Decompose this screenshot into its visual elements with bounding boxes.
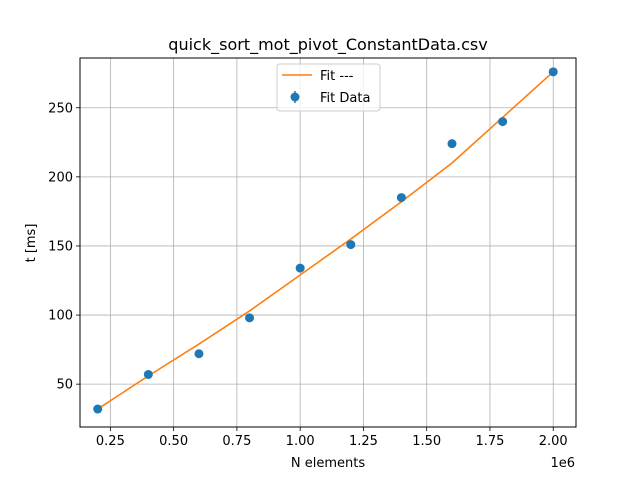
data-point [447,139,457,149]
fit-line-layer [97,71,554,410]
x-tick-label: 2.00 [539,434,568,449]
data-point [548,67,558,77]
y-tick-label: 50 [56,378,73,393]
x-tick-label: 1.50 [412,434,441,449]
data-point [93,404,103,414]
x-tick-label: 1.25 [349,434,378,449]
y-tick-label: 250 [48,101,73,116]
y-tick-label: 100 [48,309,73,324]
x-tick-label: 0.75 [222,434,251,449]
data-point [396,193,406,203]
legend-entry-fit-line: Fit --- [320,69,354,84]
x-tick-label: 1.00 [286,434,315,449]
data-point [194,349,204,359]
data-point [346,240,356,250]
x-offset-label: 1e6 [550,456,575,471]
x-tick-label: 0.25 [96,434,125,449]
legend-entry-fit-data: Fit Data [320,91,370,106]
data-point [295,263,305,273]
legend-fit-data-marker [290,92,300,102]
x-ticks: 0.25 0.50 0.75 1.00 1.25 1.50 1.75 2.00 [96,427,568,449]
points-layer [93,67,558,414]
fit-line [97,71,554,410]
x-axis-label: N elements [291,456,365,471]
y-ticks: 50 100 150 200 250 [48,101,80,393]
data-point [498,117,508,127]
data-point [245,313,255,323]
x-tick-label: 0.50 [159,434,188,449]
y-tick-label: 200 [48,170,73,185]
x-tick-label: 1.75 [475,434,504,449]
chart-title: quick_sort_mot_pivot_ConstantData.csv [168,35,487,55]
grid [80,58,576,427]
data-point [143,369,153,379]
legend: Fit --- Fit Data [276,63,381,112]
plot-frame [79,57,577,428]
y-axis-label: t [ms] [24,224,39,263]
y-tick-label: 150 [48,239,73,254]
